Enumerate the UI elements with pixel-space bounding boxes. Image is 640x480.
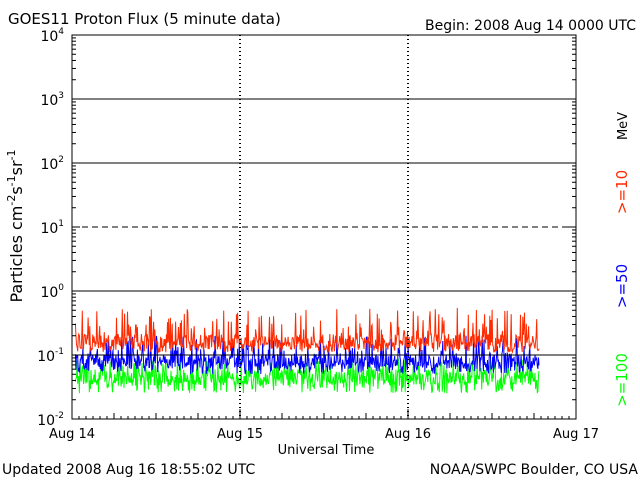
x-tick-label: Aug 14 (49, 427, 95, 442)
y-tick-label: 103 (40, 91, 64, 109)
legend: >=10 >=50 >=100 MeV (613, 112, 631, 407)
y-axis-label: Particles cm-2s-1sr-1 (5, 149, 26, 302)
x-tick-label: Aug 16 (385, 427, 431, 442)
updated-timestamp: Updated 2008 Aug 16 18:55:02 UTC (2, 462, 255, 478)
unit-label: MeV (616, 112, 631, 140)
legend-entry-100: >=100 (613, 353, 631, 407)
legend-entry-10: >=10 (613, 170, 631, 214)
y-tick-label: 104 (40, 27, 64, 45)
legend-entry-50: >=50 (613, 264, 631, 308)
x-axis-label: Universal Time (278, 443, 375, 458)
begin-label: Begin: 2008 Aug 14 0000 UTC (425, 18, 636, 34)
y-tick-label: 101 (40, 219, 64, 237)
series-line-50 (74, 335, 540, 375)
series-line-10 (74, 307, 540, 354)
y-tick-label: 10-1 (37, 347, 64, 365)
x-tick-label: Aug 15 (217, 427, 263, 442)
series-line-100 (74, 357, 540, 394)
y-tick-label: 100 (40, 283, 64, 301)
credit-label: NOAA/SWPC Boulder, CO USA (430, 462, 639, 478)
chart-title: GOES11 Proton Flux (5 minute data) (8, 10, 281, 28)
x-tick-label: Aug 17 (553, 427, 599, 442)
y-tick-label: 10-2 (37, 411, 64, 429)
plot-area: 104 103 102 101 100 10-1 10-2 (37, 27, 577, 429)
y-tick-label: 102 (40, 155, 64, 173)
